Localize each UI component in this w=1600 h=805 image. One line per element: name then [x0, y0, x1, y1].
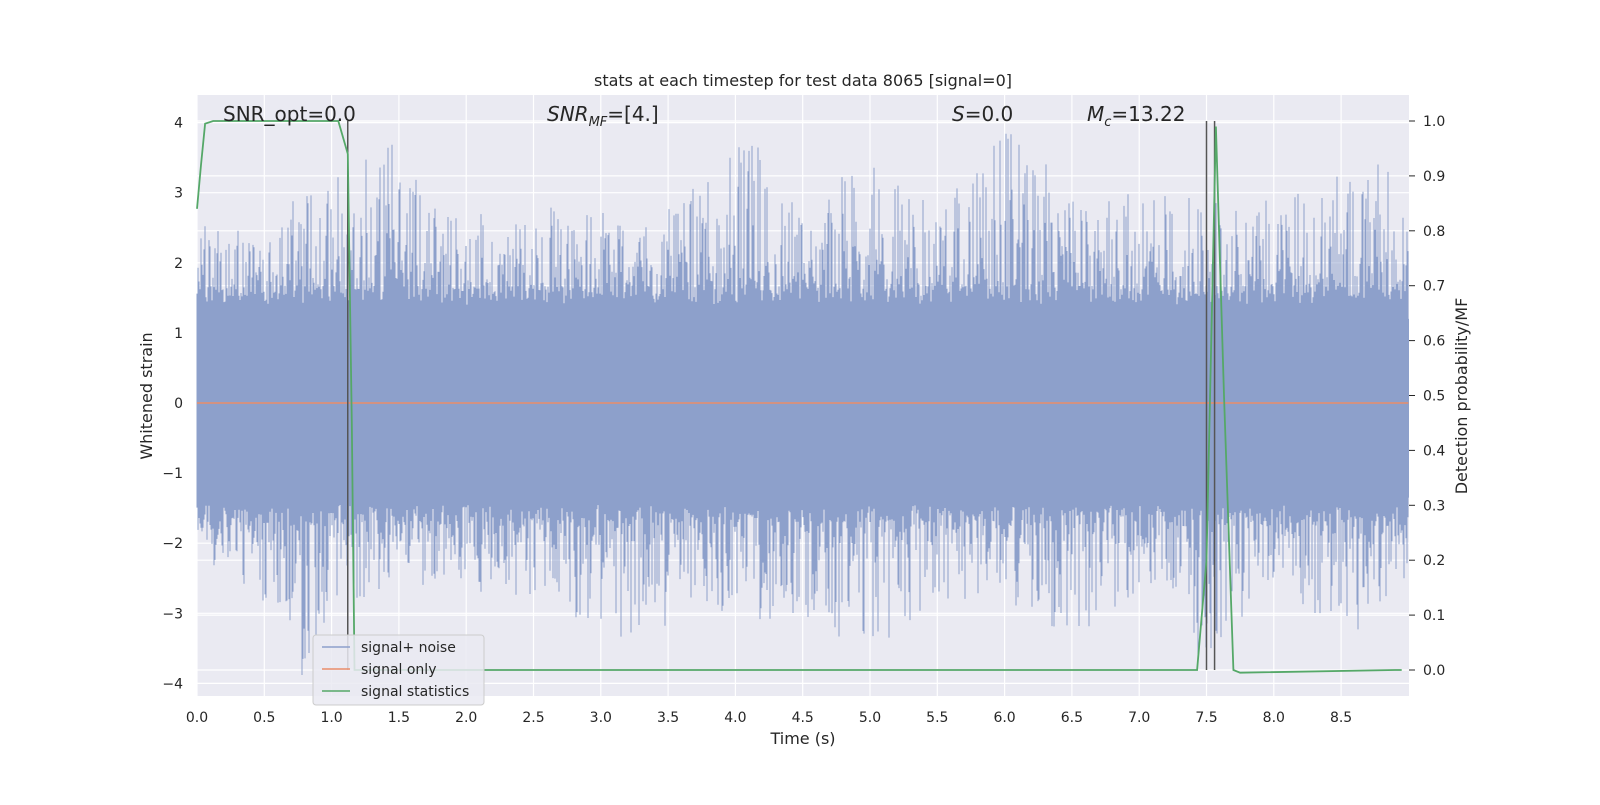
y-axis-label: Whitened strain	[137, 332, 156, 459]
x-tick-label: 5.5	[926, 710, 948, 726]
mc-value: =13.22	[1111, 102, 1185, 126]
s-value: =0.0	[965, 102, 1014, 126]
y2-tick-label: 0.9	[1423, 169, 1445, 185]
y2-tick-label: 0.6	[1423, 334, 1445, 350]
snr-mf-value: =[4.]	[607, 102, 658, 126]
x-tick-label: 7.5	[1195, 710, 1217, 726]
x-tick-label: 1.5	[388, 710, 410, 726]
annotation-snr-opt: SNR_opt=0.0	[223, 102, 356, 126]
x-tick-label: 3.0	[590, 710, 612, 726]
x-tick-label: 3.5	[657, 710, 679, 726]
y-tick-label: −3	[162, 606, 183, 622]
x-tick-label: 5.0	[859, 710, 881, 726]
x-tick-label: 2.0	[455, 710, 477, 726]
y2-tick-label: 0.1	[1423, 608, 1445, 624]
x-tick-label: 0.5	[253, 710, 275, 726]
signal-statistics-line	[196, 120, 1402, 674]
x-tick-label: 0.0	[186, 710, 208, 726]
y-tick-label: −1	[162, 466, 183, 482]
y-tick-label: 0	[174, 396, 183, 412]
signal-statistics-series	[196, 120, 1402, 674]
y2-ticks: 1.0 0.9 0.8 0.7 0.6 0.5 0.4 0.3 0.2 0.1 0.0	[1409, 114, 1445, 679]
x-tick-label: 6.0	[993, 710, 1015, 726]
annotation-snr-mf: SNRMF=[4.]	[547, 102, 659, 130]
legend: signal+ noise signal only signal statist…	[312, 634, 485, 706]
annotation-mc: Mc=13.22	[1087, 102, 1185, 130]
x-tick-label: 2.5	[522, 710, 544, 726]
y2-tick-label: 0.4	[1423, 443, 1445, 459]
y-tick-label: −2	[162, 536, 183, 552]
legend-box	[312, 634, 485, 706]
y-tick-label: 2	[174, 256, 183, 272]
x-axis-label: Time (s)	[769, 729, 835, 748]
y-ticks: 4 3 2 1 0 −1 −2 −3 −4	[162, 116, 183, 693]
x-tick-label: 8.5	[1330, 710, 1352, 726]
y-tick-label: 1	[174, 326, 183, 342]
noise-spikes	[196, 133, 1409, 675]
x-tick-label: 6.5	[1061, 710, 1083, 726]
y2-axis-label: Detection probability/MF	[1452, 298, 1471, 495]
x-tick-label: 4.0	[724, 710, 746, 726]
mc-symbol: M	[1087, 102, 1104, 126]
x-tick-label: 8.0	[1263, 710, 1285, 726]
y-tick-label: −4	[162, 676, 183, 692]
y2-tick-label: 0.5	[1423, 389, 1445, 405]
y2-tick-label: 0.3	[1423, 498, 1445, 514]
mc-subscript: c	[1104, 115, 1111, 130]
y2-tick-label: 0.2	[1423, 553, 1445, 569]
legend-label-signal-statistics: signal statistics	[361, 684, 469, 700]
x-tick-label: 1.0	[320, 710, 342, 726]
y-tick-label: 4	[174, 116, 183, 132]
s-symbol: S	[952, 102, 965, 126]
annotation-s: S=0.0	[952, 102, 1013, 126]
legend-label-signal-noise: signal+ noise	[361, 640, 456, 656]
snr-mf-subscript: MF	[589, 115, 608, 130]
legend-label-signal-only: signal only	[361, 662, 436, 678]
y2-tick-label: 1.0	[1423, 114, 1445, 130]
y-tick-label: 3	[174, 186, 183, 202]
chart-title: stats at each timestep for test data 806…	[594, 71, 1012, 90]
x-tick-label: 4.5	[792, 710, 814, 726]
y2-tick-label: 0.7	[1423, 279, 1445, 295]
y2-tick-label: 0.0	[1423, 663, 1445, 679]
snr-mf-symbol: SNR	[547, 102, 589, 126]
y2-tick-label: 0.8	[1423, 224, 1445, 240]
x-tick-label: 7.0	[1128, 710, 1150, 726]
x-ticks: 0.0 0.5 1.0 1.5 2.0 2.5 3.0 3.5 4.0 4.5 5.0 5.5 6.0 6…	[186, 710, 1352, 726]
